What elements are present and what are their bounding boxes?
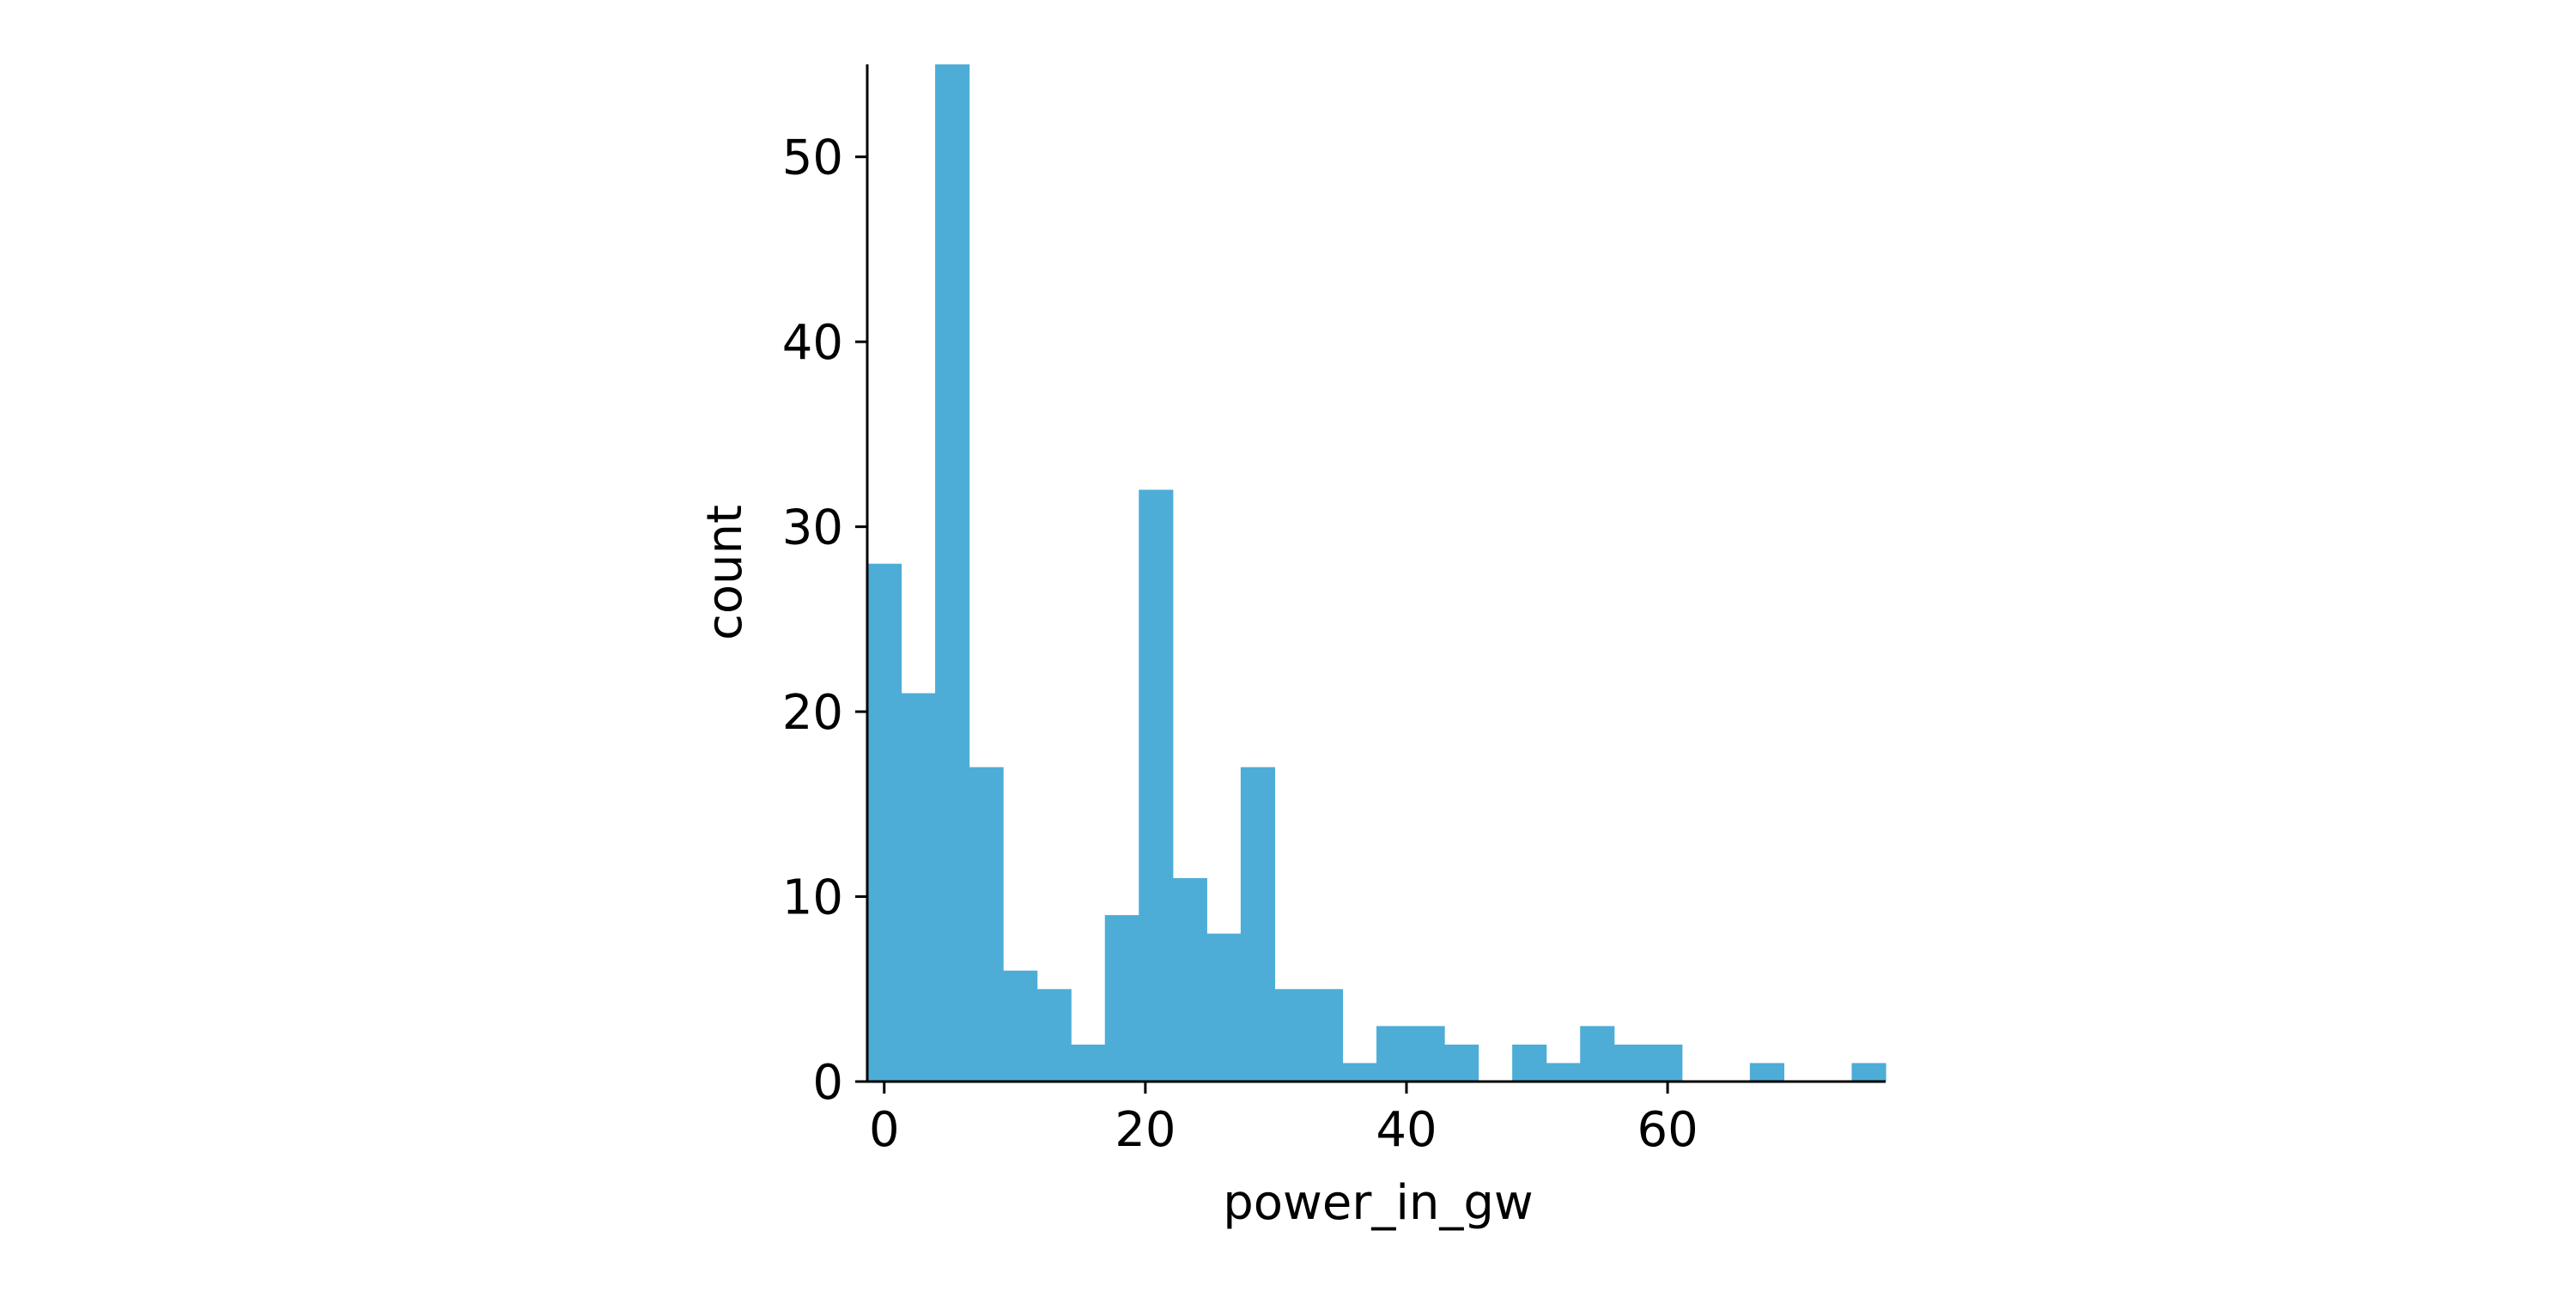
x-tick-label: 0 xyxy=(869,1102,900,1158)
histogram-bar xyxy=(1613,1044,1649,1082)
histogram-bar xyxy=(1342,1063,1377,1082)
y-tick-label: 20 xyxy=(782,685,843,741)
histogram-bar xyxy=(1240,767,1275,1082)
histogram-bar xyxy=(1003,970,1038,1082)
y-tick-label: 40 xyxy=(782,315,843,371)
x-tick-label: 60 xyxy=(1637,1102,1698,1158)
histogram-bar xyxy=(1376,1026,1412,1082)
histogram-bar xyxy=(1648,1044,1683,1082)
histogram-bar xyxy=(1444,1044,1479,1082)
y-tick-label: 50 xyxy=(782,130,843,186)
histogram-bar xyxy=(969,767,1004,1082)
y-tick-label: 30 xyxy=(782,500,843,556)
histogram-bar xyxy=(1274,989,1309,1082)
axes-layer: 0 10 20 30 40 50 0 20 40 60 xyxy=(782,64,1886,1158)
histogram-bar xyxy=(1851,1063,1886,1082)
histogram-bar xyxy=(1512,1044,1547,1082)
histogram-bar xyxy=(935,64,970,1082)
x-axis-label: power_in_gw xyxy=(1223,1175,1533,1231)
x-tick-label: 20 xyxy=(1115,1102,1176,1158)
histogram-bar xyxy=(1580,1026,1615,1082)
histogram-bar xyxy=(901,693,936,1082)
x-tick-label: 40 xyxy=(1376,1102,1437,1158)
histogram-bar xyxy=(1308,989,1344,1082)
y-axis-label: count xyxy=(697,505,753,640)
histogram-bar xyxy=(1410,1026,1445,1082)
y-tick-label: 10 xyxy=(782,870,843,926)
y-tick-label: 0 xyxy=(812,1055,843,1111)
bars-layer xyxy=(867,64,1886,1082)
histogram-bar xyxy=(867,563,902,1082)
histogram-bar xyxy=(1172,878,1207,1082)
histogram-bar xyxy=(1104,915,1139,1082)
histogram-bar xyxy=(1749,1063,1784,1082)
histogram-bar xyxy=(1071,1044,1106,1082)
histogram-bar xyxy=(1546,1063,1581,1082)
histogram-bar xyxy=(1206,933,1242,1082)
histogram-bar xyxy=(1139,489,1174,1082)
histogram-bar xyxy=(1036,989,1072,1082)
